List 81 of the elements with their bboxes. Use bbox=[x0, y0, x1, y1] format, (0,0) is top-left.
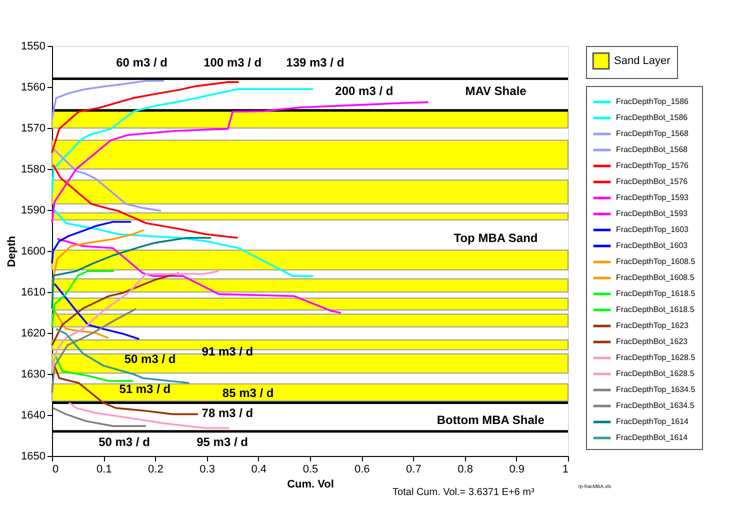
legend-label: FracDepthBot_1623 bbox=[616, 337, 688, 346]
line-series bbox=[51, 272, 180, 346]
y-tick-label: 1560 bbox=[21, 82, 46, 94]
line-series bbox=[52, 148, 162, 212]
legend-label: FracDepthBot_1614 bbox=[616, 433, 688, 442]
line-series bbox=[54, 209, 314, 277]
y-tick-label: 1640 bbox=[21, 410, 46, 422]
line-series bbox=[51, 236, 212, 310]
line-series bbox=[51, 270, 220, 369]
legend-label: FracDepthTop_1634.5 bbox=[616, 385, 696, 394]
annotation: MAV Shale bbox=[465, 84, 527, 98]
x-tick-label: 0.2 bbox=[148, 464, 164, 476]
legend-label: FracDepthBot_1593 bbox=[616, 209, 688, 218]
legend-label: FracDepthTop_1593 bbox=[616, 193, 690, 202]
legend-label: FracDepthTop_1576 bbox=[616, 161, 690, 170]
x-tick-label: 1 bbox=[562, 464, 568, 476]
legend-label: FracDepthTop_1568 bbox=[616, 129, 690, 138]
y-tick-label: 1620 bbox=[21, 328, 46, 340]
line-series bbox=[55, 328, 190, 384]
x-axis-title: Cum. Vol bbox=[287, 478, 334, 490]
line-series bbox=[51, 80, 165, 121]
annotation: 85 m3 / d bbox=[222, 386, 274, 400]
y-tick-label: 1610 bbox=[21, 286, 46, 298]
x-tick-label: 0.7 bbox=[406, 464, 422, 476]
x-tick-label: 0.6 bbox=[354, 464, 370, 476]
line-series bbox=[51, 88, 314, 194]
annotation: 50 m3 / d bbox=[124, 352, 176, 366]
line-series bbox=[54, 364, 199, 416]
legend-label: FracDepthTop_1608.5 bbox=[616, 257, 696, 266]
legend-label: FracDepthBot_1628.5 bbox=[616, 369, 695, 378]
legend-label: FracDepthTop_1618.5 bbox=[616, 289, 696, 298]
annotation: 60 m3 / d bbox=[116, 55, 168, 70]
legend-label: FracDepthBot_1586 bbox=[616, 113, 688, 122]
x-tick-label: 0 bbox=[52, 464, 59, 476]
legend-label: FracDepthBot_1603 bbox=[616, 241, 688, 250]
legend-label: FracDepthBot_1618.5 bbox=[616, 305, 695, 314]
line-series bbox=[54, 282, 140, 340]
x-tick-label: 0.9 bbox=[509, 464, 525, 476]
text: Total Cum. Vol.= 3.6371 E+6 m³ bbox=[392, 487, 535, 498]
legend-label: FracDepthBot_1608.5 bbox=[616, 273, 695, 282]
line-series bbox=[52, 407, 147, 427]
annotation: 95 m3 / d bbox=[196, 435, 248, 450]
legend-label: FracDepthBot_1568 bbox=[616, 145, 688, 154]
annotation: 50 m3 / d bbox=[98, 435, 150, 450]
legend-label: FracDepthTop_1623 bbox=[616, 321, 690, 330]
annotation: 51 m3 / d bbox=[119, 382, 171, 396]
y-tick-label: 1600 bbox=[21, 246, 46, 258]
x-tick-label: 0.1 bbox=[96, 464, 112, 476]
y-axis-title: Depth bbox=[6, 236, 18, 268]
line-series bbox=[51, 270, 115, 328]
y-tick-label: 1550 bbox=[21, 40, 46, 52]
y-tick-label: 1650 bbox=[21, 450, 46, 462]
legend-label: FracDepthTop_1603 bbox=[616, 225, 690, 234]
legend-label: FracDepthTop_1628.5 bbox=[616, 353, 696, 362]
line-series bbox=[51, 229, 145, 287]
line-series bbox=[51, 101, 430, 224]
line-series bbox=[51, 220, 132, 264]
legend-label: FracDepthTop_1614 bbox=[616, 417, 690, 426]
legend-label: FracDepthTop_1586 bbox=[616, 97, 690, 106]
y-tick-label: 1630 bbox=[21, 368, 46, 380]
y-tick-label: 1590 bbox=[21, 204, 46, 216]
annotation: Bottom MBA Shale bbox=[436, 412, 545, 427]
line-series bbox=[56, 238, 342, 314]
line-series bbox=[51, 81, 240, 154]
legend-label: FracDepthBot_1634.5 bbox=[616, 401, 695, 410]
legend-label: Sand Layer bbox=[614, 55, 671, 67]
line-series bbox=[52, 164, 239, 239]
annotation: 200 m3 / d bbox=[335, 84, 394, 98]
y-tick-label: 1570 bbox=[21, 122, 46, 134]
x-tick-label: 0.5 bbox=[302, 464, 318, 476]
annotation: Top MBA Sand bbox=[454, 230, 538, 245]
x-tick-label: 0.8 bbox=[458, 464, 473, 476]
annotation: 139 m3 / d bbox=[286, 55, 344, 70]
x-tick-label: 0.3 bbox=[200, 464, 215, 476]
x-tick-label: 0.4 bbox=[251, 464, 267, 476]
line-series bbox=[51, 308, 138, 394]
line-series bbox=[52, 308, 110, 339]
annotation: 78 m3 / d bbox=[202, 406, 254, 420]
legend-label: FracDepthBot_1576 bbox=[616, 177, 688, 186]
annotation: 100 m3 / d bbox=[204, 55, 262, 70]
y-tick-label: 1580 bbox=[21, 164, 46, 176]
